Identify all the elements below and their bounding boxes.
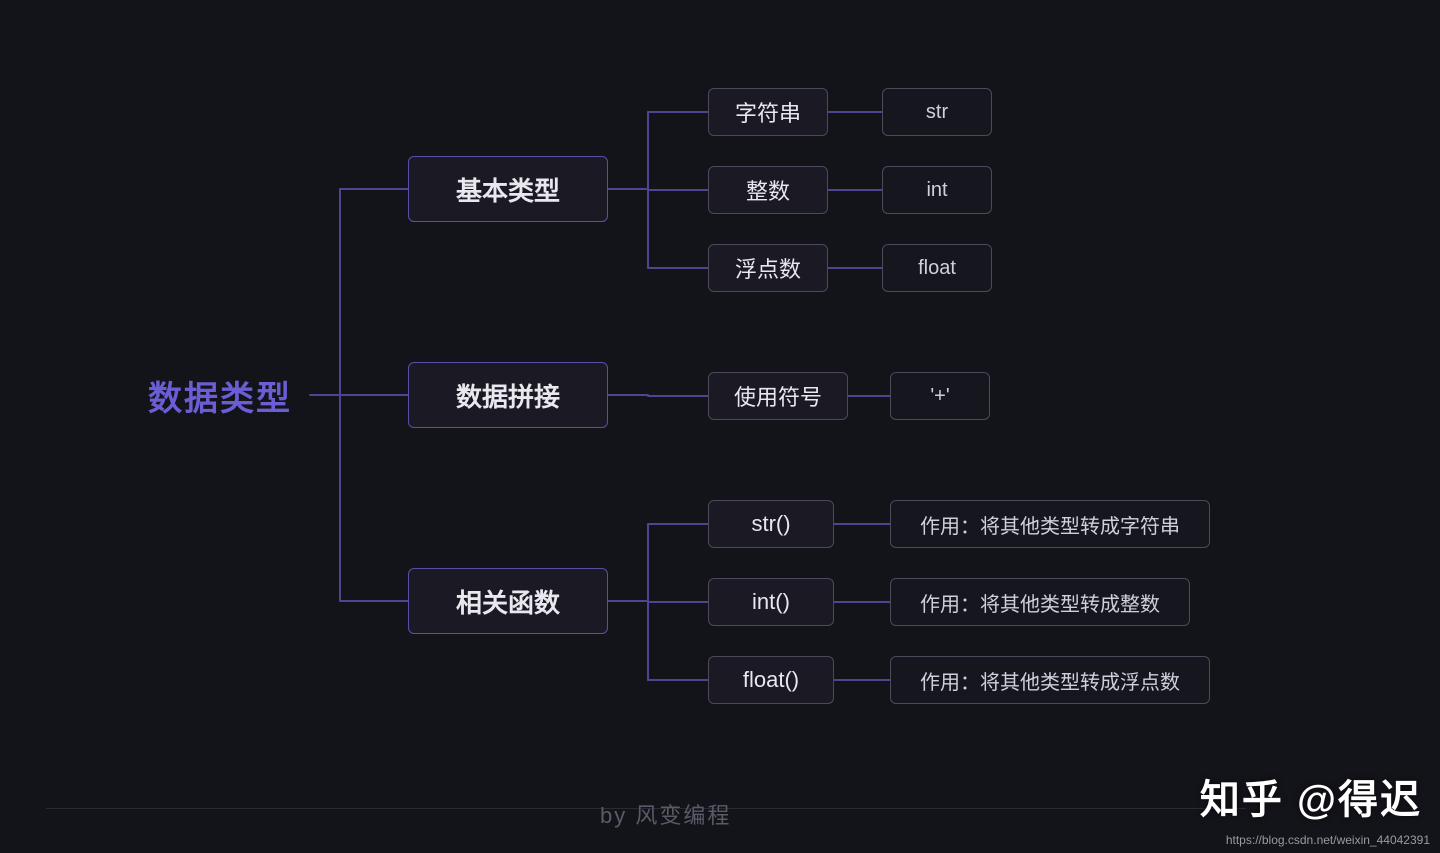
item-use-symbol: 使用符号 bbox=[708, 372, 848, 420]
leaf-plus: '+' bbox=[890, 372, 990, 420]
item-fn-int: int() bbox=[708, 578, 834, 626]
leaf-fn-int-desc: 作用：将其他类型转成整数 bbox=[890, 578, 1190, 626]
watermark-text: 知乎 @得迟 bbox=[1200, 767, 1422, 825]
item-fn-str: str() bbox=[708, 500, 834, 548]
source-url: https://blog.csdn.net/weixin_44042391 bbox=[1226, 833, 1430, 847]
category-functions: 相关函数 bbox=[408, 568, 608, 634]
leaf-str: str bbox=[882, 88, 992, 136]
item-fn-float: float() bbox=[708, 656, 834, 704]
leaf-fn-str-desc: 作用：将其他类型转成字符串 bbox=[890, 500, 1210, 548]
root-node: 数据类型 bbox=[130, 372, 310, 418]
item-integer: 整数 bbox=[708, 166, 828, 214]
leaf-int: int bbox=[882, 166, 992, 214]
leaf-float: float bbox=[882, 244, 992, 292]
item-float: 浮点数 bbox=[708, 244, 828, 292]
item-string: 字符串 bbox=[708, 88, 828, 136]
byline-text: by 风变编程 bbox=[600, 798, 731, 830]
leaf-fn-float-desc: 作用：将其他类型转成浮点数 bbox=[890, 656, 1210, 704]
category-concat: 数据拼接 bbox=[408, 362, 608, 428]
category-basic-types: 基本类型 bbox=[408, 156, 608, 222]
